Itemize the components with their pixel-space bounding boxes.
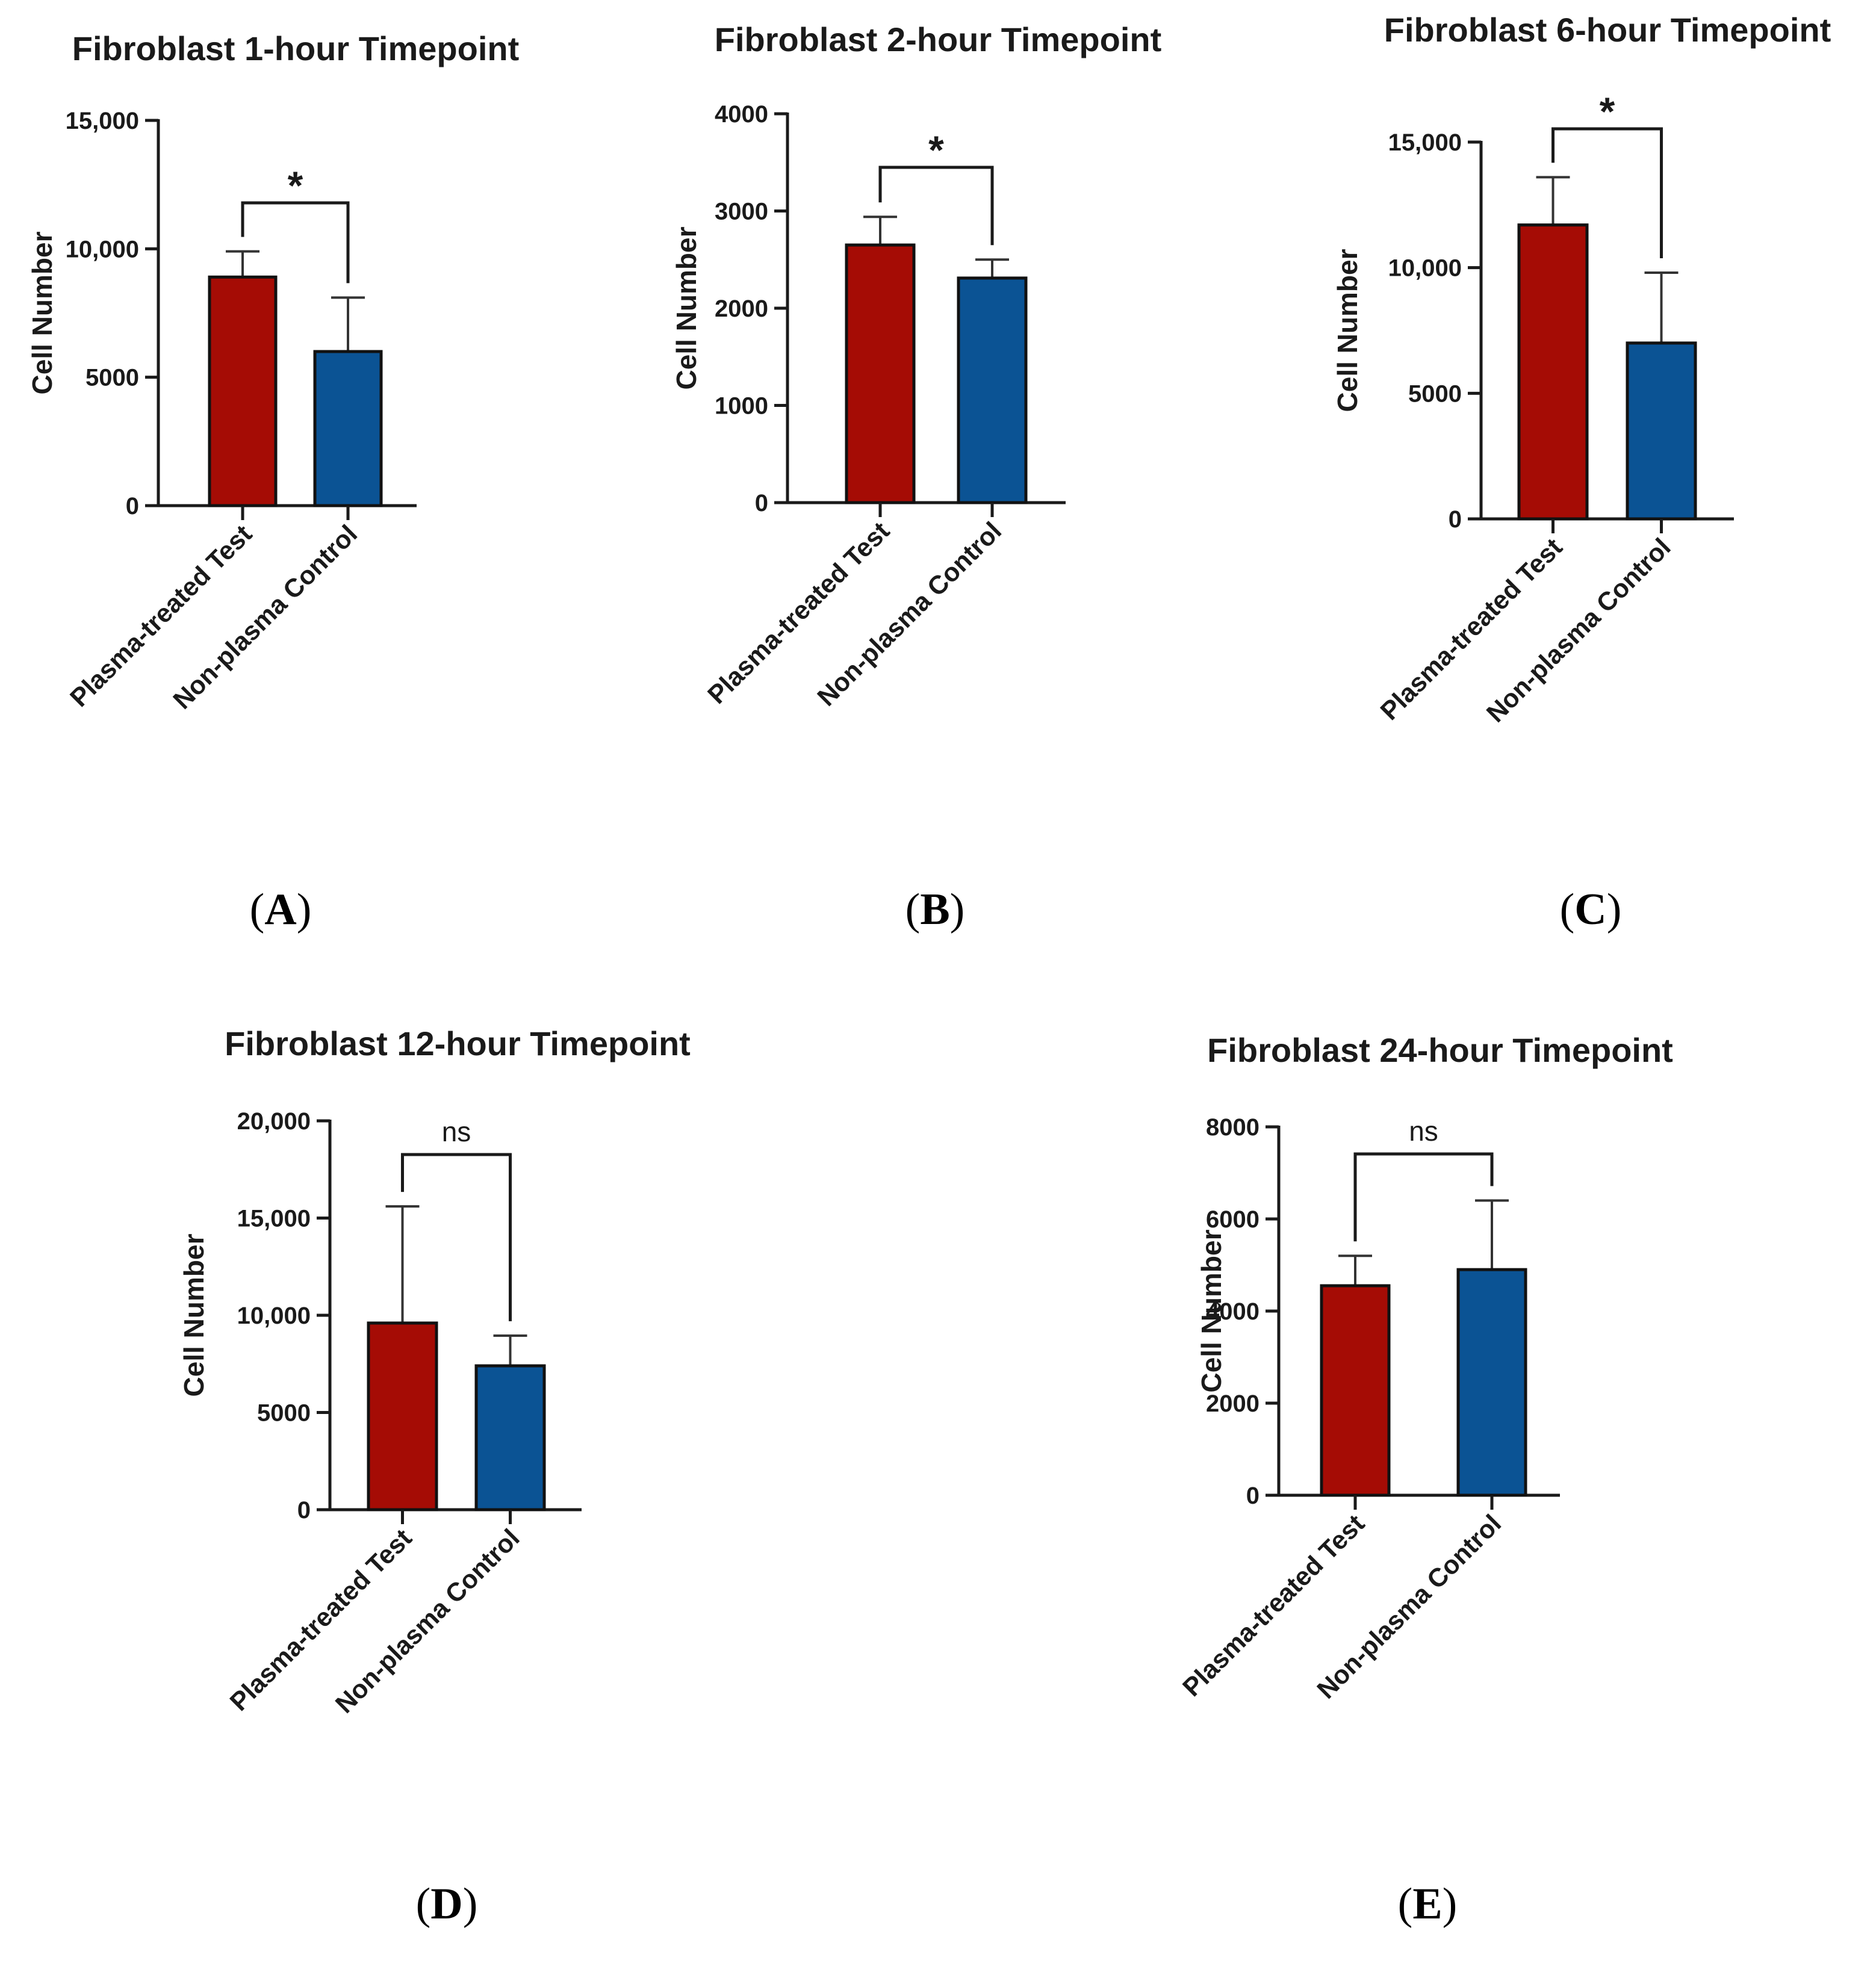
- chart-title: Fibroblast 24-hour Timepoint: [1207, 1031, 1673, 1069]
- y-tick-label: 10,000: [237, 1303, 311, 1329]
- panel-label-close: ): [463, 1879, 478, 1929]
- x-tick-label: Non-plasma Control: [812, 516, 1007, 712]
- y-tick-label: 10,000: [1388, 255, 1462, 282]
- y-tick-label: 5000: [85, 365, 139, 391]
- y-tick-label: 0: [126, 493, 139, 519]
- y-tick-label: 5000: [1408, 380, 1462, 407]
- y-axis-label: Cell Number: [178, 1233, 210, 1397]
- y-axis-label: Cell Number: [1196, 1229, 1227, 1392]
- panel-label: (C): [1560, 885, 1622, 934]
- x-tick-label: Plasma-treated Test: [64, 519, 258, 713]
- y-tick-label: 0: [1246, 1483, 1259, 1509]
- panel-label-open: (: [1560, 885, 1575, 934]
- panel-label-open: (: [1398, 1879, 1413, 1929]
- bar-plasma-treated-test: [367, 1321, 438, 1512]
- x-tick-label: Plasma-treated Test: [1375, 533, 1568, 726]
- chart-panel-d: Fibroblast 12-hour Timepoint Cell Number 0…: [178, 1025, 691, 1719]
- panel-label-letter: D: [430, 1879, 462, 1929]
- y-tick-label: 0: [297, 1497, 311, 1524]
- panel-label-letter: E: [1412, 1879, 1442, 1929]
- y-tick-label: 15,000: [1388, 129, 1462, 156]
- significance-bracket: [401, 1153, 512, 1321]
- panel-label-letter: A: [264, 885, 296, 934]
- bar-non-plasma-control: [957, 276, 1028, 504]
- chart-title: Fibroblast 6-hour Timepoint: [1384, 11, 1831, 49]
- y-tick-label: 0: [1449, 506, 1462, 533]
- y-tick-label: 2000: [1206, 1391, 1259, 1417]
- y-tick-label: 15,000: [66, 108, 139, 134]
- panel-label-close: ): [297, 885, 312, 934]
- significance-label: ns: [1409, 1115, 1438, 1147]
- y-axis-label: Cell Number: [1332, 249, 1363, 412]
- panel-label-close: ): [1607, 885, 1622, 934]
- x-tick-label: Non-plasma Control: [168, 519, 363, 715]
- chart-panels: Fibroblast 1-hour Timepoint Cell Number 0 5…: [26, 11, 1831, 1719]
- y-tick-label: 8000: [1206, 1114, 1259, 1141]
- chart-panel-c: Fibroblast 6-hour Timepoint Cell Number 0 5…: [1332, 11, 1831, 728]
- x-tick-label: Plasma-treated Test: [702, 516, 895, 710]
- y-tick-label: 1000: [715, 393, 768, 420]
- significance-bracket: [1353, 1152, 1494, 1242]
- y-axis-label: Cell Number: [26, 231, 58, 394]
- panel-label-letter: B: [920, 885, 949, 934]
- y-tick-label: 4000: [715, 101, 768, 128]
- y-tick-label: 5000: [257, 1400, 311, 1427]
- chart-panel-a: Fibroblast 1-hour Timepoint Cell Number 0 5…: [26, 29, 519, 715]
- panel-label-close: ): [950, 885, 965, 934]
- significance-label: *: [1600, 89, 1615, 134]
- panel-label-letter: C: [1574, 885, 1606, 934]
- bar-plasma-treated-test: [845, 243, 916, 504]
- panel-label-open: (: [905, 885, 921, 934]
- panel-label: (A): [250, 885, 312, 934]
- panel-label: (D): [416, 1879, 478, 1929]
- x-tick-label: Non-plasma Control: [330, 1524, 525, 1719]
- y-tick-label: 6000: [1206, 1206, 1259, 1233]
- bar-plasma-treated-test: [208, 275, 278, 507]
- chart-title: Fibroblast 2-hour Timepoint: [715, 20, 1162, 58]
- panel-label: (B): [905, 885, 965, 934]
- bar-non-plasma-control: [1456, 1268, 1527, 1497]
- panel-label: (E): [1398, 1879, 1458, 1929]
- chart-panel-b: Fibroblast 2-hour Timepoint Cell Number 0 1…: [671, 20, 1161, 712]
- bar-non-plasma-control: [313, 350, 383, 507]
- significance-label: *: [288, 163, 303, 208]
- y-tick-label: 3000: [715, 199, 768, 225]
- y-axis-label: Cell Number: [671, 226, 702, 389]
- chart-panel-e: Fibroblast 24-hour Timepoint Cell Number 0…: [1177, 1031, 1673, 1705]
- y-tick-label: 2000: [715, 296, 768, 322]
- significance-label: *: [928, 128, 944, 172]
- significance-label: ns: [442, 1116, 471, 1147]
- bar-non-plasma-control: [474, 1364, 546, 1512]
- panel-label-close: ): [1443, 1879, 1458, 1929]
- panel-letters: (A) (B) (C)(D) (E): [250, 885, 1622, 1929]
- y-tick-label: 10,000: [66, 236, 139, 262]
- chart-title: Fibroblast 1-hour Timepoint: [72, 29, 520, 67]
- x-tick-label: Plasma-treated Test: [225, 1524, 418, 1717]
- bar-non-plasma-control: [1626, 341, 1697, 521]
- panel-label-open: (: [250, 885, 265, 934]
- significance-bracket: [241, 201, 350, 284]
- significance-bracket: [878, 166, 994, 246]
- chart-title: Fibroblast 12-hour Timepoint: [225, 1025, 691, 1062]
- y-tick-label: 20,000: [237, 1108, 311, 1135]
- y-tick-label: 4000: [1206, 1298, 1259, 1325]
- bar-plasma-treated-test: [1517, 223, 1589, 521]
- panel-label-open: (: [416, 1879, 431, 1929]
- x-tick-label: Non-plasma Control: [1481, 533, 1676, 728]
- significance-bracket: [1551, 127, 1663, 259]
- y-tick-label: 15,000: [237, 1206, 311, 1232]
- y-tick-label: 0: [755, 490, 768, 516]
- bar-plasma-treated-test: [1320, 1284, 1391, 1497]
